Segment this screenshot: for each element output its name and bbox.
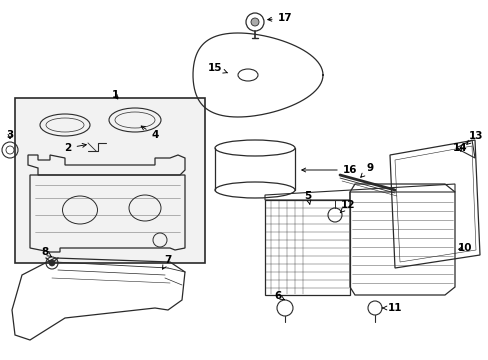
- Text: 8: 8: [41, 247, 51, 257]
- Text: 16: 16: [301, 165, 357, 175]
- Circle shape: [49, 260, 55, 266]
- Text: 14: 14: [452, 143, 467, 153]
- Text: 4: 4: [141, 126, 159, 140]
- Text: 1: 1: [111, 90, 119, 100]
- Text: 5: 5: [304, 191, 311, 204]
- Circle shape: [250, 18, 259, 26]
- Bar: [15, 98, 204, 263]
- Text: 15: 15: [207, 63, 227, 73]
- Text: 2: 2: [64, 143, 86, 153]
- Text: 13: 13: [466, 131, 482, 144]
- Text: 9: 9: [360, 163, 373, 177]
- Text: 6: 6: [274, 291, 284, 301]
- Text: 3: 3: [6, 130, 14, 140]
- Text: 7: 7: [162, 255, 171, 269]
- Text: 17: 17: [267, 13, 292, 23]
- Text: 11: 11: [382, 303, 402, 313]
- Text: 12: 12: [340, 200, 354, 213]
- Text: 10: 10: [457, 243, 471, 253]
